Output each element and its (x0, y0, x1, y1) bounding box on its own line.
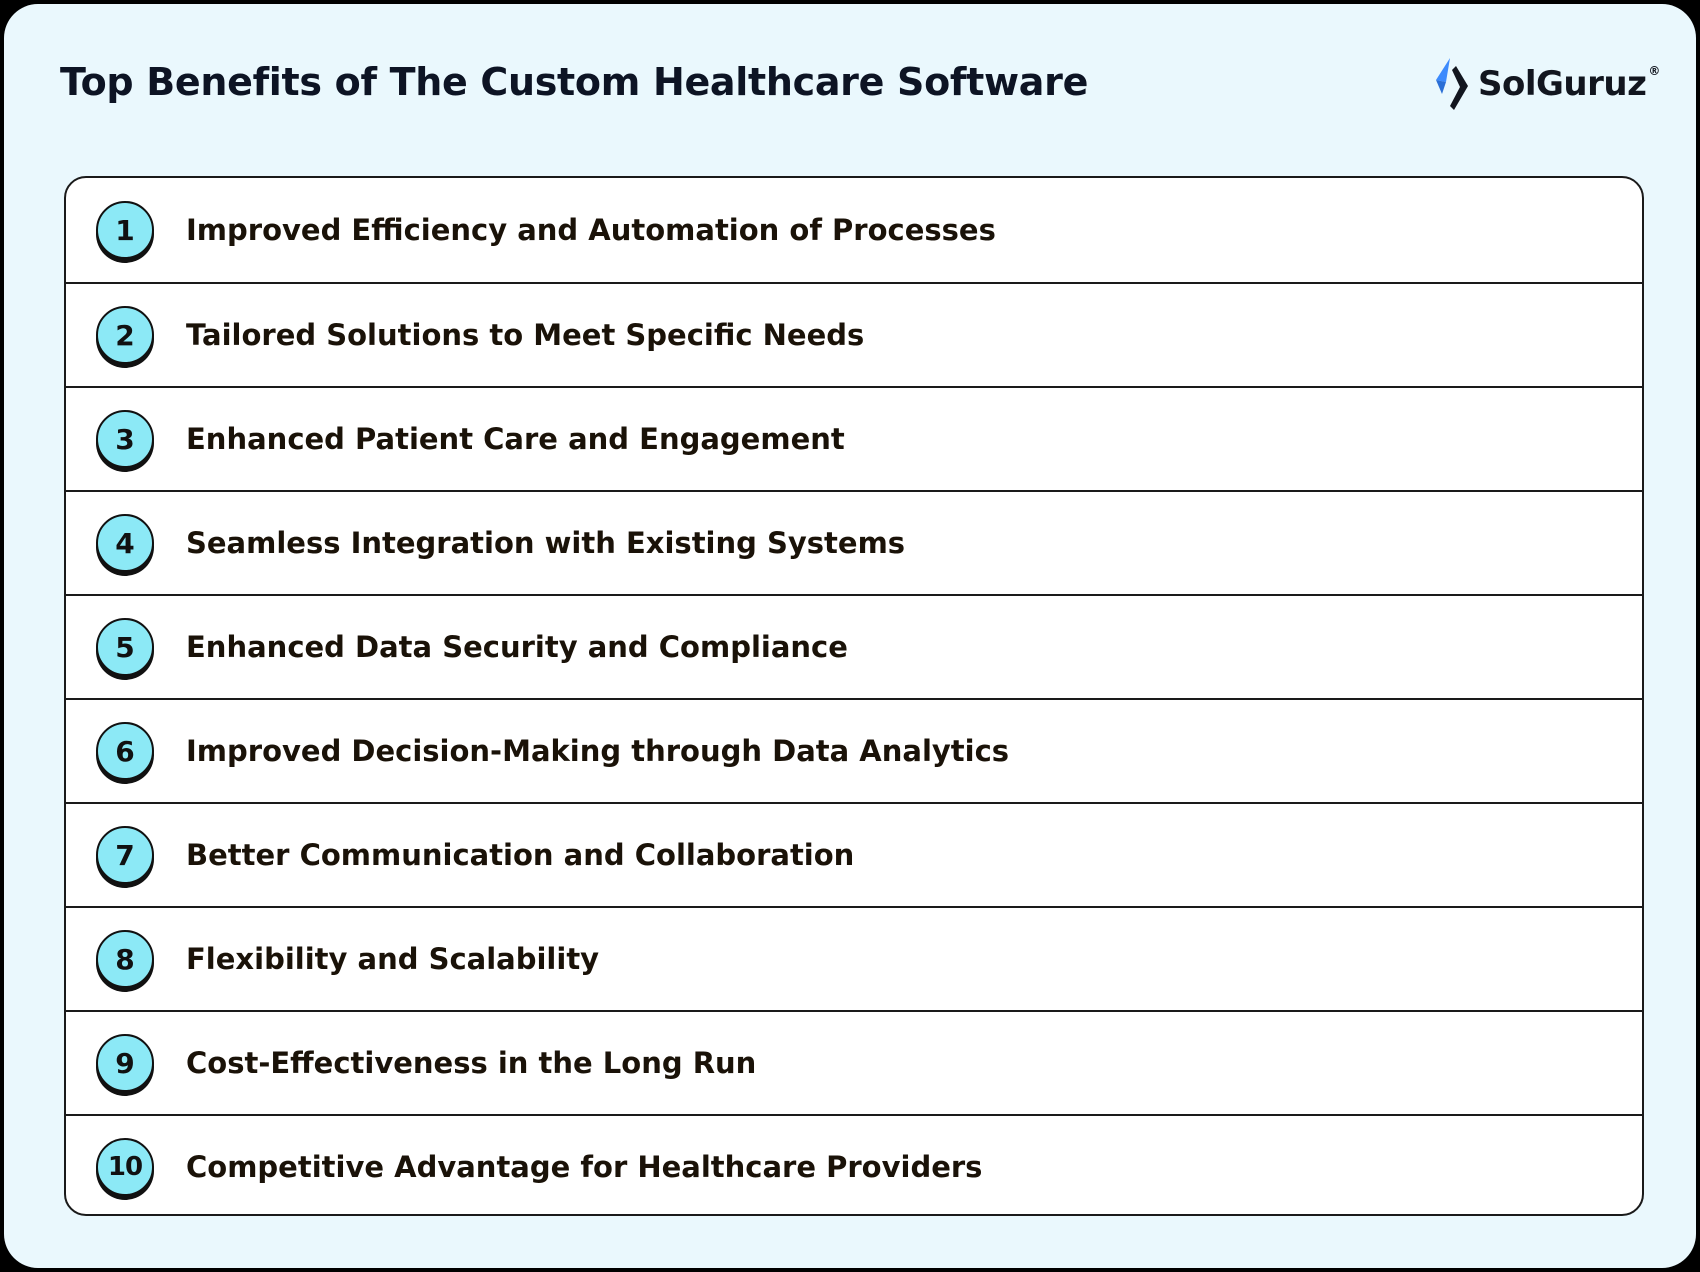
number-badge: 4 (96, 514, 154, 572)
benefit-row-6: 6 Improved Decision-Making through Data … (66, 698, 1642, 802)
benefit-row-5: 5 Enhanced Data Security and Compliance (66, 594, 1642, 698)
benefit-label: Better Communication and Collaboration (186, 838, 855, 872)
benefit-list: 1 Improved Efficiency and Automation of … (64, 176, 1644, 1216)
benefit-row-9: 9 Cost-Effectiveness in the Long Run (66, 1010, 1642, 1114)
number-badge: 10 (96, 1138, 154, 1196)
benefit-row-1: 1 Improved Efficiency and Automation of … (66, 178, 1642, 282)
benefit-row-7: 7 Better Communication and Collaboration (66, 802, 1642, 906)
benefit-label: Flexibility and Scalability (186, 942, 600, 976)
brand-logo: SolGuruz ® (1428, 54, 1660, 114)
number-badge: 7 (96, 826, 154, 884)
benefit-label: Seamless Integration with Existing Syste… (186, 526, 906, 560)
benefit-row-8: 8 Flexibility and Scalability (66, 906, 1642, 1010)
benefit-label: Competitive Advantage for Healthcare Pro… (186, 1150, 983, 1184)
number-badge: 2 (96, 306, 154, 364)
benefit-label: Tailored Solutions to Meet Specific Need… (186, 318, 865, 352)
benefit-row-2: 2 Tailored Solutions to Meet Specific Ne… (66, 282, 1642, 386)
number-badge: 8 (96, 930, 154, 988)
page-title: Top Benefits of The Custom Healthcare So… (60, 60, 1089, 104)
benefit-row-10: 10 Competitive Advantage for Healthcare … (66, 1114, 1642, 1214)
benefit-row-3: 3 Enhanced Patient Care and Engagement (66, 386, 1642, 490)
benefit-label: Improved Efficiency and Automation of Pr… (186, 213, 996, 247)
benefit-label: Enhanced Patient Care and Engagement (186, 422, 845, 456)
solguruz-logo-icon (1436, 58, 1468, 110)
infographic-card: Top Benefits of The Custom Healthcare So… (4, 4, 1696, 1268)
benefit-label: Cost-Effectiveness in the Long Run (186, 1046, 757, 1080)
number-badge: 3 (96, 410, 154, 468)
benefit-label: Enhanced Data Security and Compliance (186, 630, 848, 664)
number-badge: 9 (96, 1034, 154, 1092)
number-badge: 6 (96, 722, 154, 780)
registered-mark: ® (1648, 64, 1661, 78)
benefit-row-4: 4 Seamless Integration with Existing Sys… (66, 490, 1642, 594)
benefit-label: Improved Decision-Making through Data An… (186, 734, 1010, 768)
number-badge: 1 (96, 201, 154, 259)
number-badge: 5 (96, 618, 154, 676)
brand-name: SolGuruz (1478, 64, 1647, 104)
